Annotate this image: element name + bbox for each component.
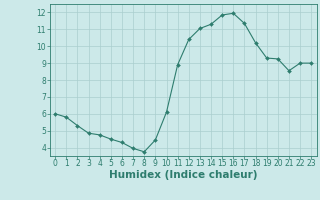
X-axis label: Humidex (Indice chaleur): Humidex (Indice chaleur) <box>109 170 258 180</box>
